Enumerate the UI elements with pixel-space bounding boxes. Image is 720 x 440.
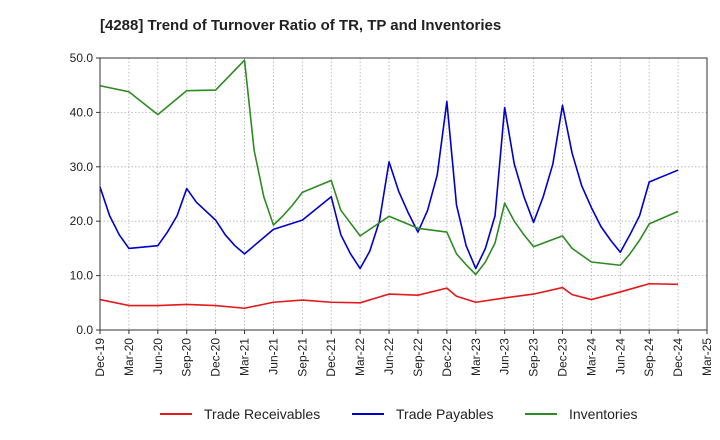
- y-tick-label: 0.0: [76, 323, 93, 337]
- series-line-2: [99, 59, 679, 276]
- x-tick-label: Sep-21: [295, 338, 309, 377]
- legend-label: Trade Payables: [396, 406, 494, 422]
- plot-frame: [99, 57, 708, 331]
- legend-label: Trade Receivables: [204, 406, 320, 422]
- x-tick-label: Jun-20: [151, 338, 165, 375]
- x-tick-label: Mar-20: [122, 338, 136, 376]
- x-tick-label: Mar-21: [238, 338, 252, 376]
- x-tick-label: Jun-24: [613, 338, 627, 375]
- x-tick-label: Mar-24: [584, 338, 598, 376]
- x-tick-label: Dec-19: [93, 338, 107, 377]
- y-tick-label: 30.0: [70, 160, 94, 174]
- x-tick-label: Jun-21: [266, 338, 280, 375]
- x-tick-label: Jun-23: [498, 338, 512, 375]
- x-tick-label: Jun-22: [382, 338, 396, 375]
- x-tick-label: Mar-22: [353, 338, 367, 376]
- x-tick-label: Mar-25: [700, 338, 714, 376]
- y-tick-label: 10.0: [70, 269, 94, 283]
- chart-title: [4288] Trend of Turnover Ratio of TR, TP…: [100, 17, 501, 34]
- x-tick-label: Mar-23: [469, 338, 483, 376]
- x-tick-label: Dec-23: [555, 338, 569, 377]
- y-tick-label: 50.0: [70, 51, 94, 65]
- legend: Trade Receivables Trade Payables Inventori…: [160, 406, 637, 422]
- x-tick-label: Dec-20: [209, 338, 223, 377]
- x-tick-label: Sep-23: [527, 338, 541, 377]
- y-tick-label: 20.0: [70, 214, 94, 228]
- legend-label: Inventories: [569, 406, 637, 422]
- x-tick-label: Sep-20: [180, 338, 194, 377]
- y-tick-label: 40.0: [70, 105, 94, 119]
- y-axis-ticks: 0.0 10.0 20.0 30.0 40.0 50.0: [70, 51, 100, 337]
- x-tick-label: Sep-24: [642, 338, 656, 377]
- x-tick-label: Dec-24: [671, 338, 685, 377]
- series-line-0: [99, 282, 679, 310]
- x-tick-label: Dec-22: [440, 338, 454, 377]
- x-tick-label: Dec-21: [324, 338, 338, 377]
- x-axis-ticks: Dec-19 Mar-20 Jun-20 Sep-20 Dec-20 Mar-21 Jun-…: [93, 330, 714, 377]
- series-lines: [99, 59, 679, 310]
- series-line-1: [99, 100, 679, 270]
- x-tick-label: Sep-22: [411, 338, 425, 377]
